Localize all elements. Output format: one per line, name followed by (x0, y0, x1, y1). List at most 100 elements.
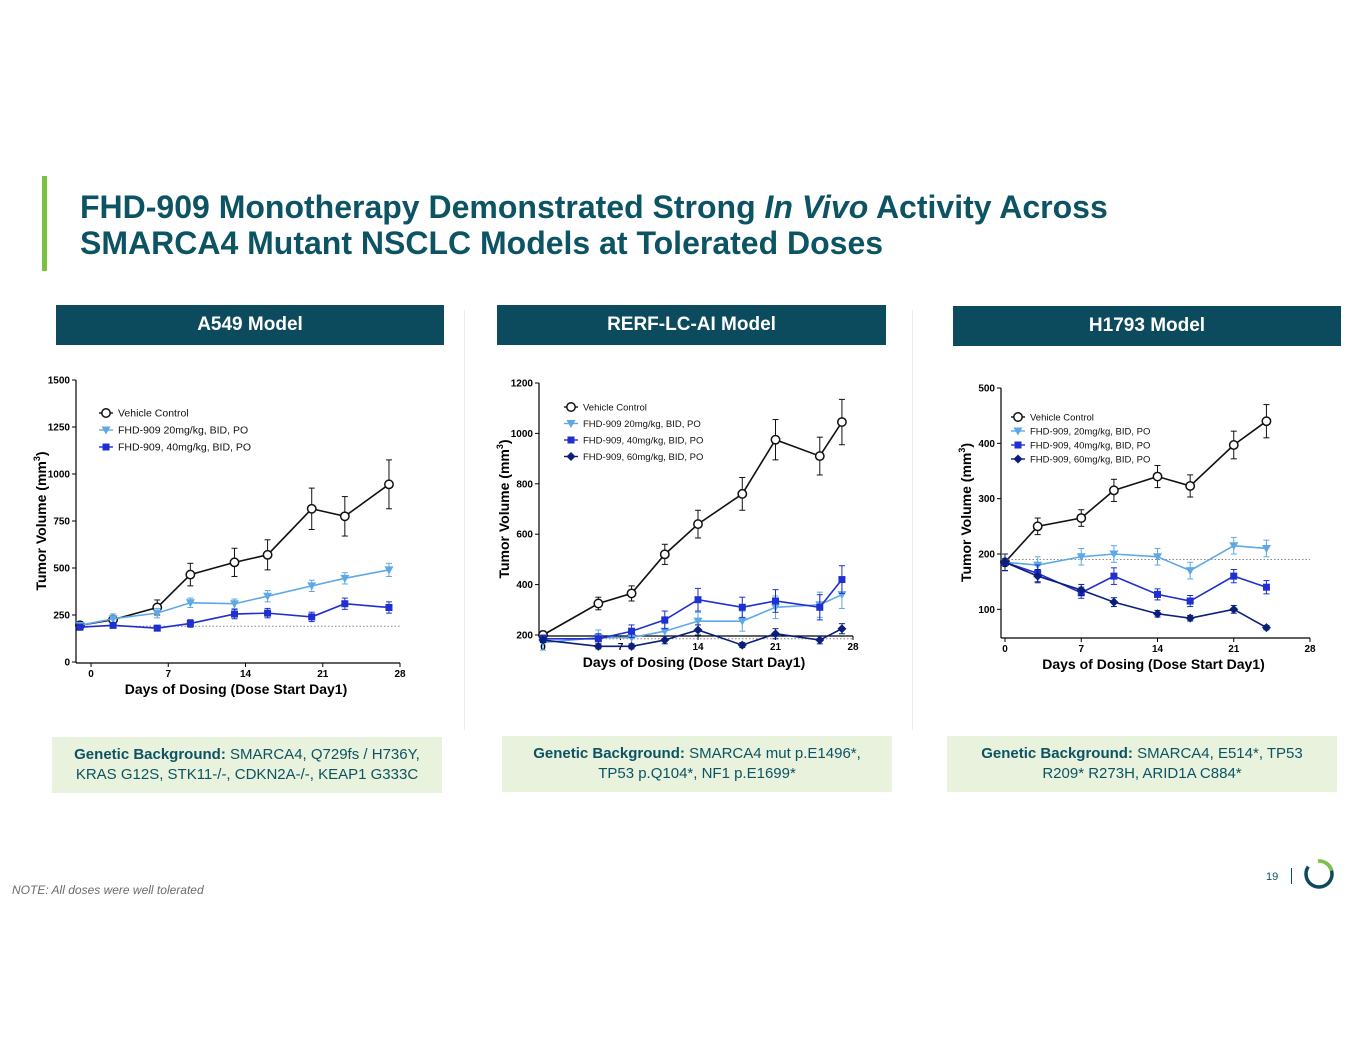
data-point (230, 610, 238, 618)
legend-swatch-marker (101, 408, 111, 418)
data-point (538, 635, 548, 645)
data-point (1076, 553, 1086, 562)
genetic-text: SMARCA4, E514*, TP53 R209* R273H, ARID1A… (1042, 745, 1303, 782)
data-point (1033, 571, 1043, 581)
data-point (1261, 623, 1271, 633)
slide-title: FHD-909 Monotherapy Demonstrated Strong … (80, 189, 1108, 261)
genetic-text: SMARCA4, Q729fs / H736Y, KRAS G12S, STK1… (75, 746, 420, 783)
x-tick-label: 7 (1078, 644, 1084, 655)
data-point (660, 635, 670, 645)
genetic-text: SMARCA4 mut p.E1496*, TP53 p.Q104*, NF1 … (598, 745, 861, 782)
legend-item: Vehicle Control (1011, 412, 1094, 424)
data-point (76, 623, 84, 631)
data-point (837, 624, 847, 634)
x-tick-label: 28 (1304, 644, 1316, 655)
x-axis-title: Days of Dosing (Dose Start Day1) (1042, 656, 1265, 672)
x-tick-label: 14 (240, 669, 252, 680)
title-accent-bar (42, 176, 47, 271)
y-axis-title-superscript: 3 (495, 444, 505, 449)
x-tick-label: 28 (394, 669, 406, 680)
data-point (693, 625, 703, 635)
data-point (738, 603, 746, 611)
data-point (340, 574, 350, 583)
data-point (693, 519, 703, 530)
title-part-1: FHD-909 Monotherapy Demonstrated Strong (80, 189, 765, 225)
legend-swatch-marker (566, 452, 576, 461)
legend-label: FHD-909 20mg/kg, BID, PO (118, 425, 248, 437)
data-point (339, 511, 350, 522)
x-tick-label: 21 (1228, 644, 1240, 655)
y-tick-label: 200 (978, 550, 995, 561)
data-point (1109, 597, 1119, 607)
y-tick-label: 800 (516, 479, 533, 490)
data-point (385, 603, 393, 611)
x-axis-title: Days of Dosing (Dose Start Day1) (125, 681, 348, 697)
x-tick-label: 28 (847, 642, 859, 653)
y-tick-label: 1250 (48, 423, 71, 434)
legend-label: FHD-909, 40mg/kg, BID, PO (1030, 441, 1150, 452)
y-axis-title-close: ) (33, 451, 49, 456)
data-point (593, 641, 603, 651)
panel-header-h1793: H1793 Model (953, 306, 1341, 346)
series-2 (76, 597, 393, 632)
data-point (816, 603, 824, 611)
title-part-2: Activity Across (868, 189, 1108, 225)
legend-swatch-marker (102, 443, 110, 451)
data-point (185, 569, 196, 580)
data-point (152, 609, 162, 618)
y-axis-title-close: ) (496, 439, 512, 444)
data-point (836, 417, 847, 428)
x-tick-label: 0 (1002, 644, 1008, 655)
legend-item: FHD-909 20mg/kg, BID, PO (99, 425, 248, 437)
x-tick-label: 7 (618, 642, 624, 653)
data-point (815, 635, 825, 645)
panel-divider (464, 310, 465, 730)
data-point (627, 634, 637, 643)
legend-item: FHD-909, 40mg/kg, BID, PO (564, 436, 703, 447)
x-tick-label: 21 (317, 669, 329, 680)
data-point (384, 566, 394, 575)
legend-item: FHD-909, 40mg/kg, BID, PO (1011, 441, 1150, 452)
y-axis-title: Tumor Volume (mm3) (957, 443, 974, 582)
legend-label: FHD-909, 60mg/kg, BID, PO (1030, 455, 1150, 466)
data-point (1261, 416, 1272, 427)
chart-rerf: 2004006008001000120007142128Days of Dosi… (495, 379, 859, 671)
legend-item: FHD-909, 20mg/kg, BID, PO (1011, 427, 1150, 438)
legend-label: FHD-909, 60mg/kg, BID, PO (583, 452, 703, 463)
y-tick-label: 1200 (511, 379, 534, 390)
company-logo-icon (1304, 859, 1334, 889)
data-point (814, 451, 825, 462)
genetic-background-a549: Genetic Background: SMARCA4, Q729fs / H7… (52, 737, 442, 793)
y-axis-title-text: Tumor Volume (mm (958, 453, 974, 582)
data-point (1152, 471, 1163, 482)
footnote: NOTE: All doses were well tolerated (12, 883, 204, 897)
panel-header-a549: A549 Model (56, 305, 444, 345)
genetic-background-rerf: Genetic Background: SMARCA4 mut p.E1496*… (502, 736, 892, 792)
y-tick-label: 600 (516, 530, 533, 541)
data-point (1032, 521, 1043, 532)
data-point (1229, 542, 1239, 551)
data-point (1230, 572, 1238, 580)
data-point (1261, 544, 1271, 553)
y-axis-title-close: ) (958, 443, 974, 448)
chart-a549: 0 250 500 750 1000 1250 1500 0 7 14 21 28 Days of Do… (32, 376, 406, 698)
series-1 (538, 580, 847, 651)
series-line (1004, 420, 1267, 563)
data-point (838, 576, 846, 584)
data-point (661, 616, 669, 624)
genetic-label: Genetic Background: (981, 745, 1133, 762)
legend-item: Vehicle Control (99, 408, 189, 420)
series-line (1004, 561, 1267, 629)
legend-label: Vehicle Control (118, 408, 189, 420)
data-point (772, 597, 779, 605)
y-tick-label: 750 (53, 517, 70, 528)
data-point (1153, 553, 1162, 562)
legend-label: FHD-909, 40mg/kg, BID, PO (583, 436, 703, 447)
y-tick-label: 200 (516, 631, 533, 642)
y-tick-label: 500 (53, 564, 70, 575)
y-tick-label: 1000 (511, 429, 534, 440)
data-point (264, 609, 272, 617)
legend-item: FHD-909 20mg/kg, BID, PO (564, 419, 701, 430)
data-point (229, 557, 240, 568)
data-point (1154, 590, 1161, 598)
